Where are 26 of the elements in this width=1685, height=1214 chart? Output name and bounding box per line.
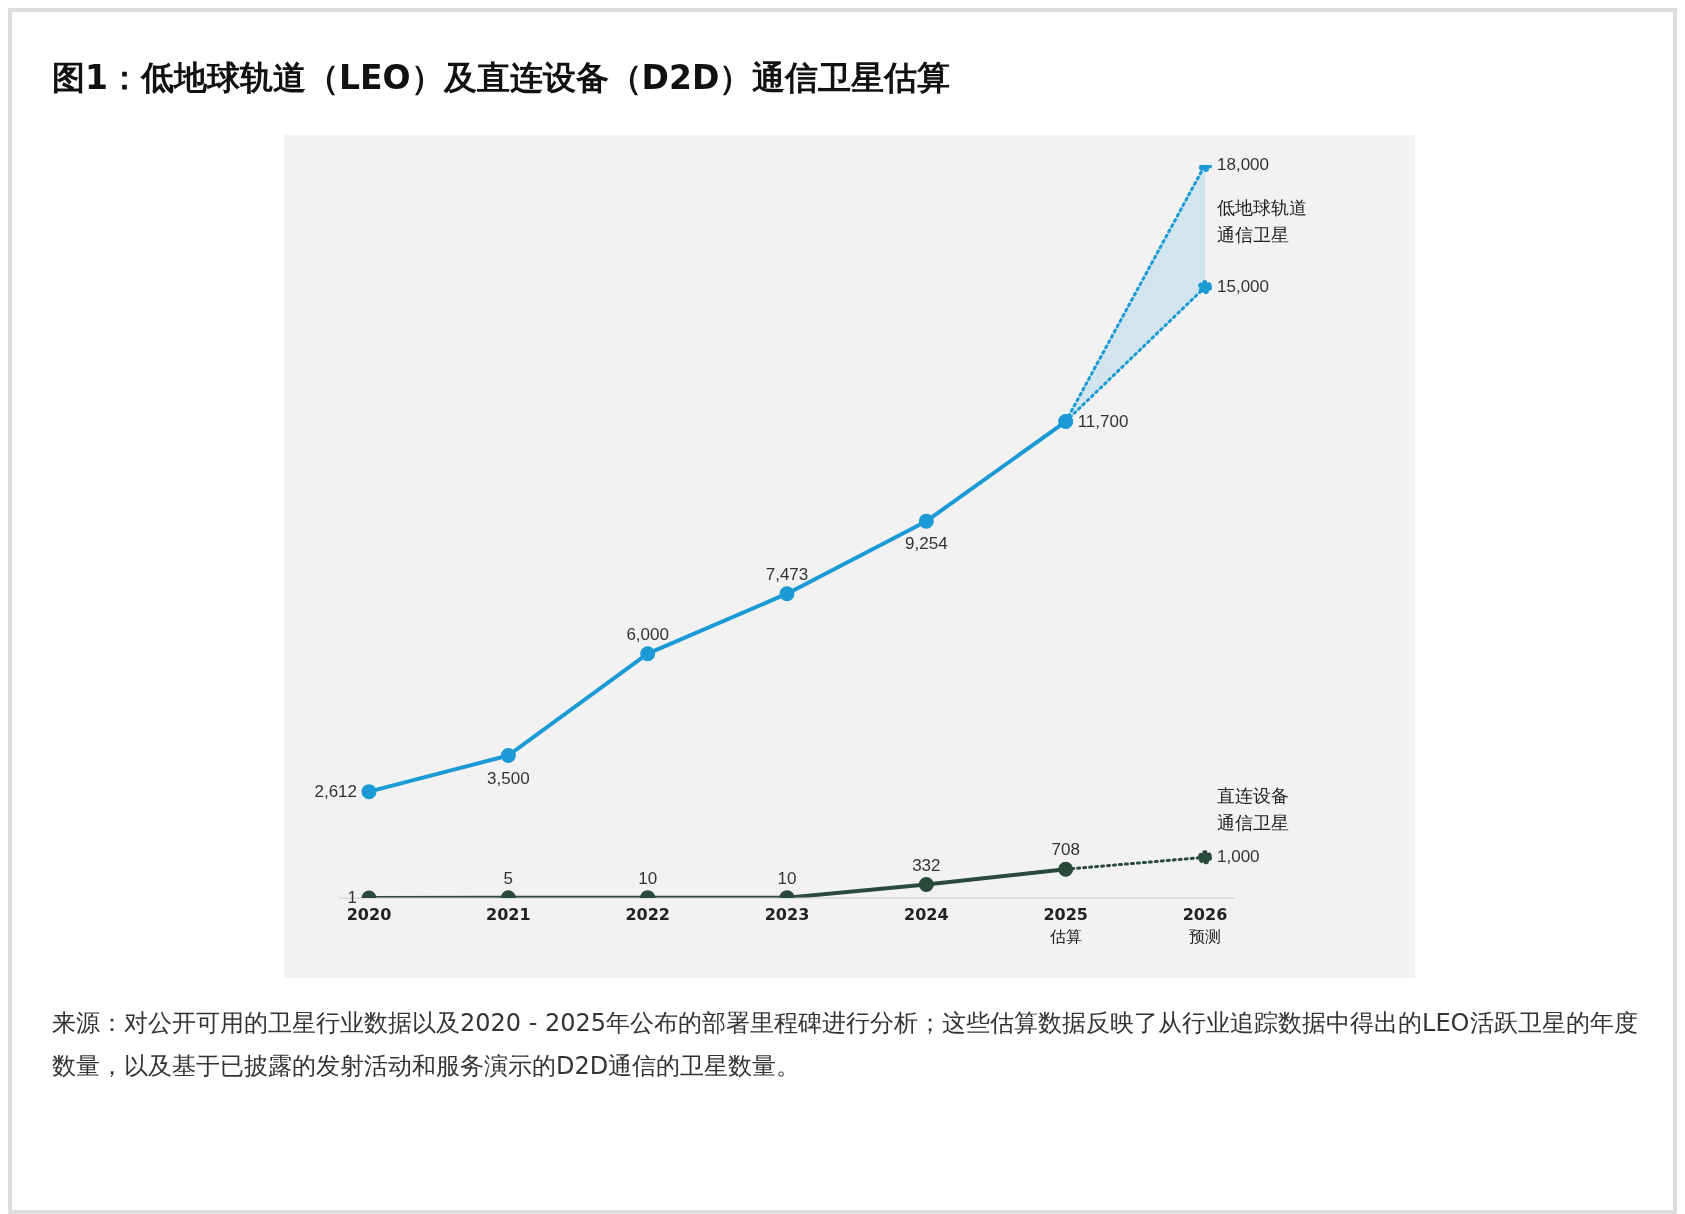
text: 直连设备通信卫星 <box>1217 785 1289 834</box>
data-label: 9,254 <box>905 534 948 554</box>
data-label: 10 <box>638 868 658 888</box>
x-tick-label: 2021 <box>486 905 531 924</box>
data-label: 18,000 <box>1217 155 1269 174</box>
data-label: 3,500 <box>487 768 530 788</box>
chart-title: 图1：低地球轨道（LEO）及直连设备（D2D）通信卫星估算 <box>52 57 951 99</box>
data-label: 5 <box>503 868 514 888</box>
x-tick-label: 2020 <box>346 905 392 924</box>
x-tick-label: 2024 <box>904 905 949 924</box>
data-label: 1 <box>347 888 357 907</box>
data-label: 2,612 <box>314 781 357 801</box>
data-label: 6,000 <box>626 624 669 644</box>
x-tick-label: 2022 <box>625 905 670 924</box>
data-label: 708 <box>1051 840 1080 860</box>
data-label: 15,000 <box>1217 277 1269 297</box>
text: 低地球轨道通信卫星 <box>1217 197 1307 246</box>
x-tick-label: 2026 预测 <box>1182 905 1228 946</box>
x-tick-label: 2023 <box>764 905 810 924</box>
data-label: 332 <box>912 855 941 875</box>
data-label: 11,700 <box>1077 411 1129 431</box>
data-label: 1,000 <box>1217 847 1260 867</box>
x-tick-label: 2025 估算 <box>1043 905 1088 946</box>
data-label: 7,473 <box>765 564 809 584</box>
data-label: 10 <box>777 868 797 888</box>
source-note: 来源：对公开可用的卫星行业数据以及2020 - 2025年公布的部署里程碑进行分析；这些估算数据反映了从行业追踪数据中得出的LEO活跃卫星的年度数量，以及基于已披露的发射活动和服务演示的D2D通信的卫星数量。 <box>52 1008 1639 1082</box>
